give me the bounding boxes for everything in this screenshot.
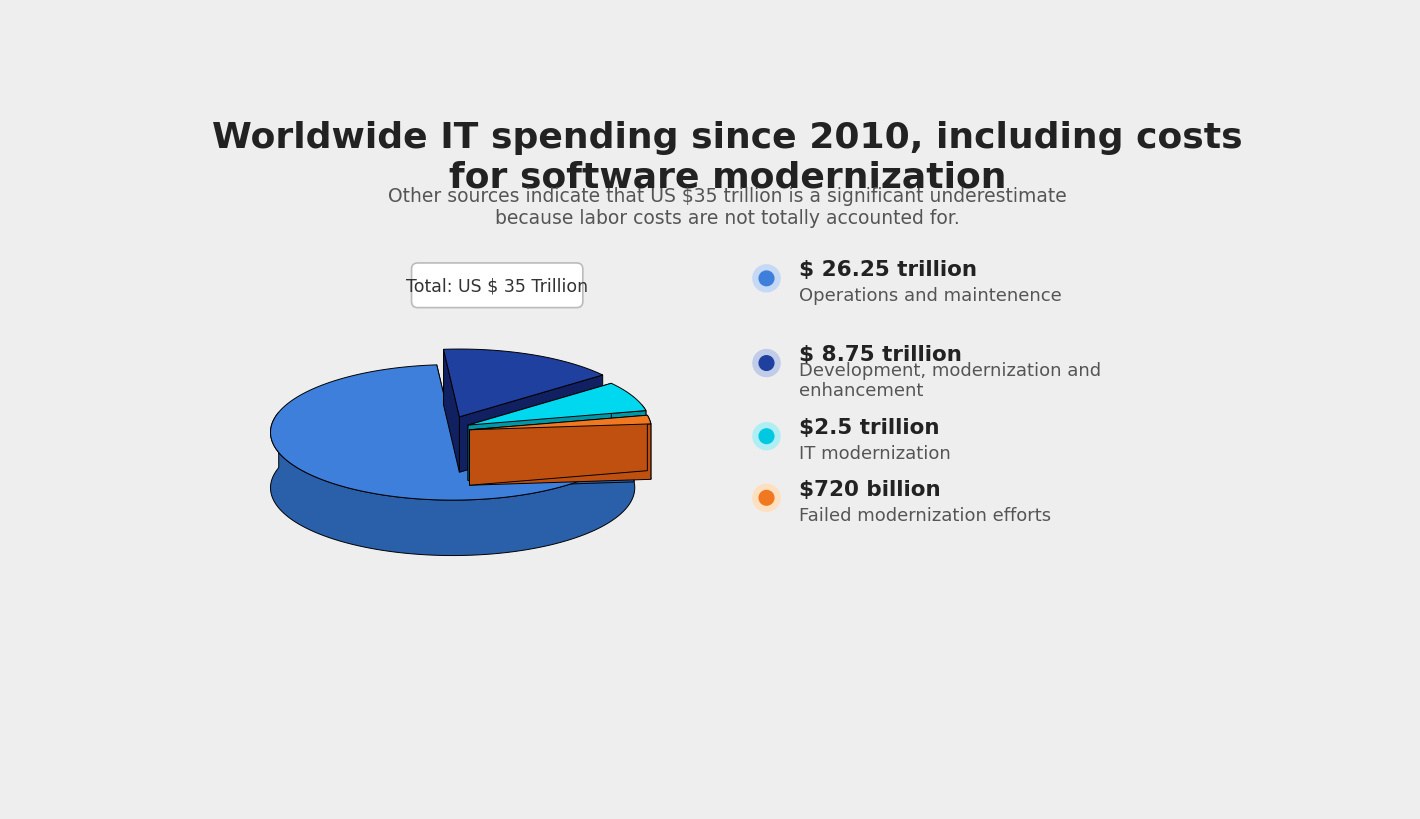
Polygon shape	[642, 405, 646, 467]
Polygon shape	[270, 365, 635, 500]
Text: $720 billion: $720 billion	[799, 479, 940, 499]
FancyBboxPatch shape	[412, 264, 582, 308]
Circle shape	[753, 485, 780, 512]
Circle shape	[753, 351, 780, 377]
Polygon shape	[469, 384, 612, 481]
Text: Total: US $ 35 Trillion: Total: US $ 35 Trillion	[406, 277, 588, 295]
Text: Development, modernization and
enhancement: Development, modernization and enhanceme…	[799, 361, 1100, 400]
Polygon shape	[460, 376, 602, 473]
Text: Operations and maintenence: Operations and maintenence	[799, 287, 1062, 305]
Circle shape	[760, 429, 774, 444]
Polygon shape	[270, 413, 635, 556]
Text: Failed modernization efforts: Failed modernization efforts	[799, 506, 1051, 524]
Polygon shape	[469, 384, 646, 426]
Polygon shape	[443, 350, 460, 473]
Polygon shape	[453, 427, 635, 488]
Text: Worldwide IT spending since 2010, including costs
for software modernization: Worldwide IT spending since 2010, includ…	[213, 121, 1242, 195]
Polygon shape	[648, 416, 650, 480]
Circle shape	[753, 265, 780, 292]
Circle shape	[760, 491, 774, 505]
Text: $2.5 trillion: $2.5 trillion	[799, 418, 940, 437]
Polygon shape	[470, 424, 650, 486]
Circle shape	[760, 356, 774, 371]
Polygon shape	[470, 416, 650, 430]
Text: IT modernization: IT modernization	[799, 445, 951, 463]
Circle shape	[753, 423, 780, 450]
Text: $ 26.25 trillion: $ 26.25 trillion	[799, 260, 977, 280]
Polygon shape	[443, 350, 602, 418]
Circle shape	[760, 272, 774, 287]
Text: Other sources indicate that US $35 trillion is a significant underestimate
becau: Other sources indicate that US $35 trill…	[389, 187, 1066, 228]
Text: $ 8.75 trillion: $ 8.75 trillion	[799, 344, 961, 364]
Polygon shape	[470, 416, 648, 486]
Polygon shape	[437, 365, 453, 488]
Polygon shape	[469, 411, 646, 481]
